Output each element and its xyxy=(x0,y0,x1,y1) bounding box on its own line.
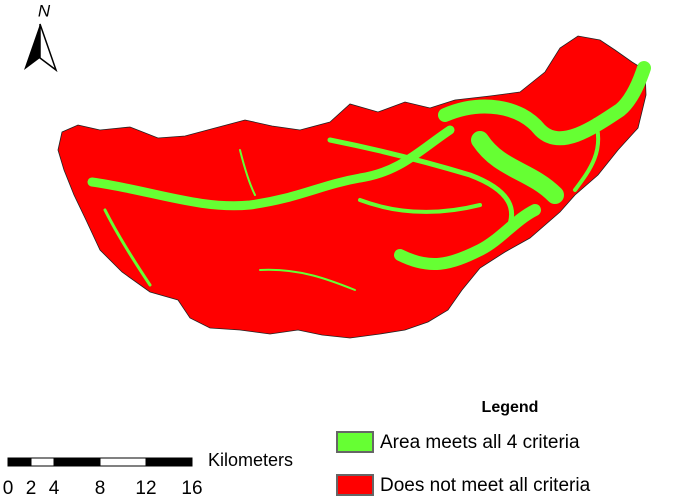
scale-tick-label: 16 xyxy=(181,478,202,499)
legend-label: Area meets all 4 criteria xyxy=(380,432,580,453)
scale-tick-label: 0 xyxy=(3,478,14,499)
legend-swatch xyxy=(336,474,374,496)
scale-segment xyxy=(30,457,55,467)
north-arrow-right xyxy=(39,23,58,73)
scale-segment xyxy=(145,457,193,467)
legend: Area meets all 4 criteria Does not meet a… xyxy=(336,431,591,496)
legend-swatch xyxy=(336,431,374,453)
study-area xyxy=(57,35,651,339)
north-arrow-left xyxy=(24,24,40,70)
legend-title: Legend xyxy=(482,399,539,416)
scale-segment xyxy=(53,457,101,467)
scale-tick-label: 2 xyxy=(26,478,37,499)
north-label: N xyxy=(38,1,51,20)
scale-segment xyxy=(99,457,147,467)
scale-tick-label: 12 xyxy=(135,478,156,499)
region-meeting xyxy=(87,61,651,291)
scale-tick-label: 4 xyxy=(49,478,60,499)
scale-segment xyxy=(7,457,32,467)
scale-unit: Kilometers xyxy=(208,450,293,470)
scale-bar: 0 2 4 8 12 16 xyxy=(3,457,203,499)
legend-label: Does not meet all criteria xyxy=(380,475,591,496)
scale-tick-label: 8 xyxy=(95,478,106,499)
